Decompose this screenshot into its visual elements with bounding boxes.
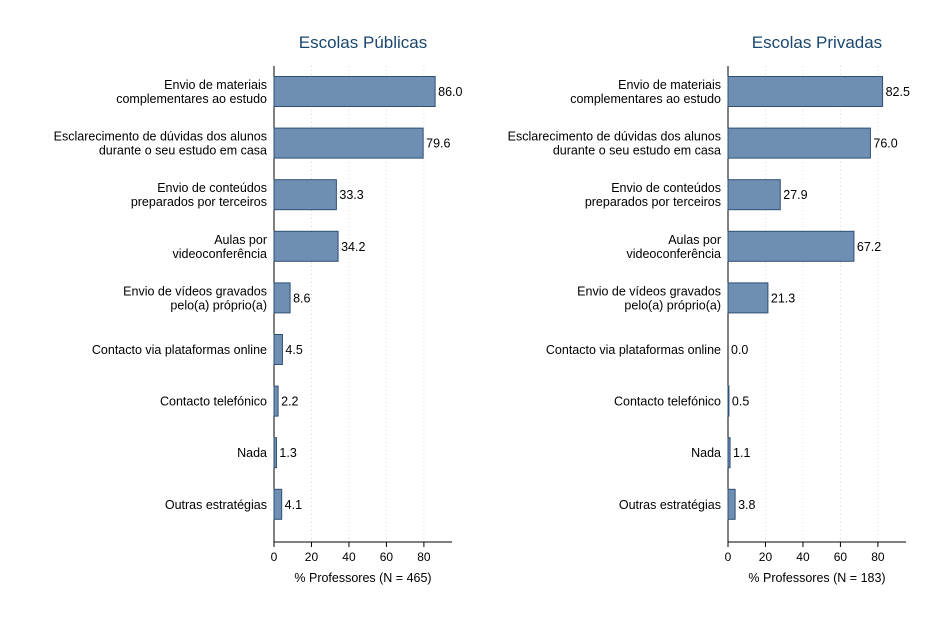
publicas-chart-title: Escolas Públicas: [299, 33, 428, 52]
publicas-bar: [273, 488, 283, 520]
publicas-data-label: 34.2: [341, 240, 365, 254]
publicas-data-label: 79.6: [426, 137, 450, 151]
publicas-data-label: 4.1: [285, 498, 302, 512]
privadas-x-tick-label: 60: [834, 550, 848, 564]
privadas-x-tick-label: 40: [796, 550, 810, 564]
publicas-bar: [273, 127, 424, 159]
privadas-data-label: 3.8: [738, 498, 755, 512]
privadas-bar: [727, 230, 855, 262]
publicas-category-label: Aulas por: [214, 233, 267, 247]
publicas-category-label: Outras estratégias: [165, 498, 267, 512]
privadas-bar: [727, 488, 736, 520]
privadas-data-label: 0.0: [731, 343, 748, 357]
privadas-x-tick-label: 80: [871, 550, 885, 564]
privadas-category-label: complementares ao estudo: [570, 92, 721, 106]
publicas-bar: [273, 76, 436, 107]
privadas-category-label: Esclarecimento de dúvidas dos alunos: [508, 130, 721, 144]
privadas-category-label: Envio de vídeos gravados: [577, 284, 721, 298]
privadas-data-label: 67.2: [857, 240, 881, 254]
privadas-category-label: videoconferência: [626, 247, 721, 261]
publicas-category-label: Envio de materiais: [164, 78, 267, 92]
privadas-data-label: 1.1: [733, 446, 750, 460]
privadas-category-label: durante o seu estudo em casa: [553, 144, 721, 158]
privadas-category-label: Nada: [691, 446, 721, 460]
publicas-category-label: Esclarecimento de dúvidas dos alunos: [54, 130, 267, 144]
publicas-x-tick-label: 0: [271, 550, 278, 564]
privadas-bar: [727, 385, 730, 417]
publicas-category-label: Envio de conteúdos: [157, 181, 267, 195]
publicas-x-tick-label: 60: [380, 550, 394, 564]
privadas-category-label: pelo(a) próprio(a): [624, 298, 721, 312]
privadas-data-label: 21.3: [771, 291, 795, 305]
publicas-category-label: videoconferência: [172, 247, 267, 261]
publicas-bar: [273, 179, 337, 211]
privadas-data-label: 76.0: [873, 137, 897, 151]
privadas-category-label: preparados por terceiros: [585, 195, 721, 209]
publicas-category-label: Contacto via plataformas online: [92, 343, 267, 357]
privadas-category-label: Contacto via plataformas online: [546, 343, 721, 357]
publicas-bar: [273, 282, 291, 314]
publicas-x-tick-label: 80: [417, 550, 431, 564]
publicas-category-label: pelo(a) próprio(a): [170, 298, 267, 312]
publicas-x-axis-title: % Professores (N = 465): [294, 571, 431, 585]
publicas-category-label: Contacto telefónico: [160, 395, 267, 409]
publicas-data-label: 33.3: [339, 188, 363, 202]
privadas-category-label: Contacto telefónico: [614, 395, 721, 409]
privadas-data-label: 0.5: [732, 395, 749, 409]
privadas-bar: [727, 76, 884, 107]
privadas-chart-title: Escolas Privadas: [752, 33, 882, 52]
publicas-bar: [273, 230, 339, 262]
privadas-data-label: 27.9: [783, 188, 807, 202]
publicas-category-label: Envio de vídeos gravados: [123, 284, 267, 298]
privadas-category-label: Envio de materiais: [618, 78, 721, 92]
publicas-data-label: 1.3: [279, 446, 296, 460]
publicas-data-label: 86.0: [438, 85, 462, 99]
privadas-category-label: Outras estratégias: [619, 498, 721, 512]
privadas-bar: [727, 437, 731, 469]
publicas-data-label: 2.2: [281, 395, 298, 409]
publicas-category-label: Nada: [237, 446, 267, 460]
privadas-x-tick-label: 20: [759, 550, 773, 564]
privadas-category-label: Aulas por: [668, 233, 721, 247]
publicas-x-tick-label: 40: [342, 550, 356, 564]
privadas-bar: [727, 282, 769, 314]
publicas-data-label: 8.6: [293, 291, 310, 305]
privadas-data-label: 82.5: [886, 85, 910, 99]
privadas-bar: [727, 179, 781, 211]
privadas-bar: [727, 127, 871, 159]
publicas-category-label: complementares ao estudo: [116, 92, 267, 106]
publicas-data-label: 4.5: [285, 343, 302, 357]
privadas-category-label: Envio de conteúdos: [611, 181, 721, 195]
publicas-x-tick-label: 20: [305, 550, 319, 564]
privadas-x-axis-title: % Professores (N = 183): [748, 571, 885, 585]
privadas-x-tick-label: 0: [725, 550, 732, 564]
publicas-category-label: durante o seu estudo em casa: [99, 144, 267, 158]
publicas-bar: [273, 334, 283, 365]
publicas-category-label: preparados por terceiros: [131, 195, 267, 209]
publicas-bar: [273, 385, 279, 417]
publicas-bar: [273, 437, 277, 469]
